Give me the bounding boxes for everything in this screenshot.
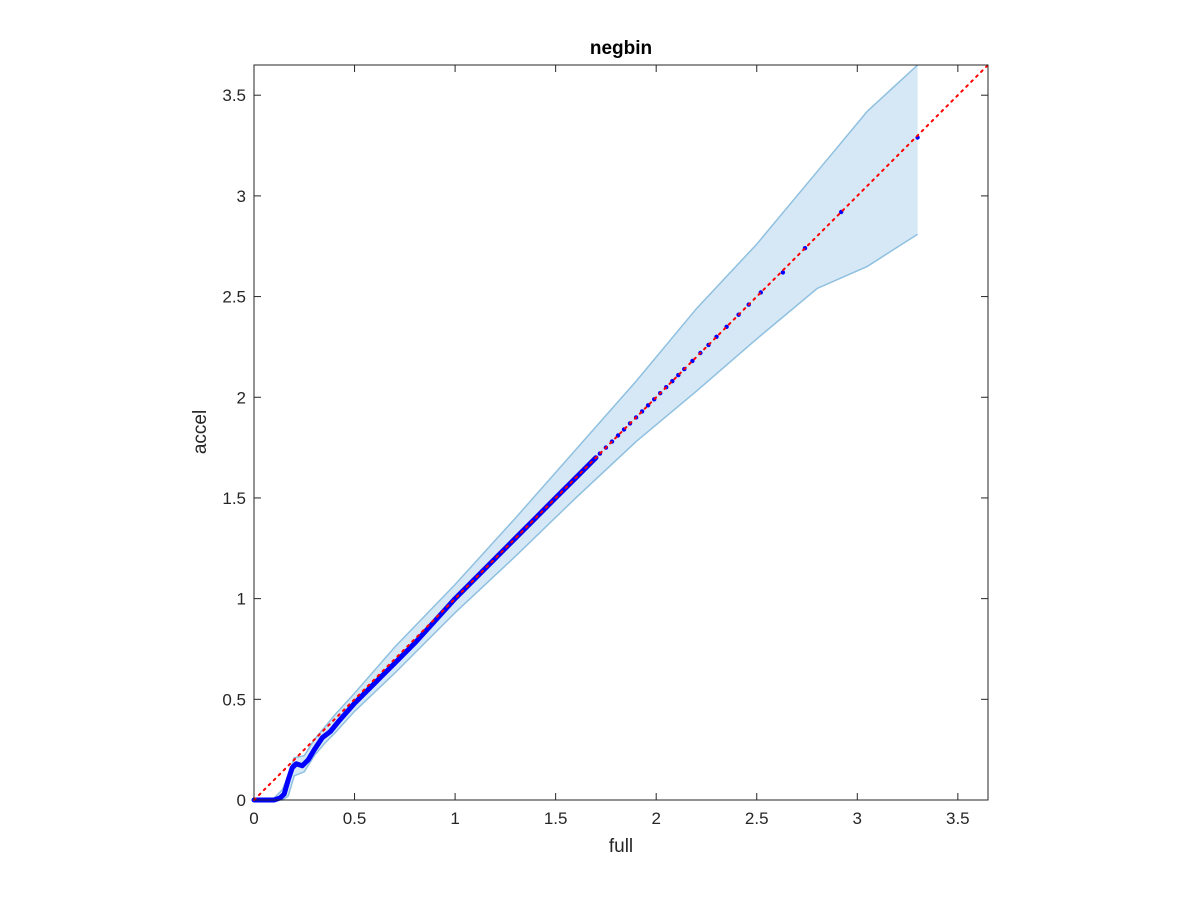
y-tick-label: 0 — [237, 791, 246, 810]
x-tick-label: 2.5 — [745, 809, 769, 828]
x-tick-label: 0.5 — [343, 809, 367, 828]
axes-box — [253, 64, 989, 801]
y-tick-label: 2.5 — [222, 288, 246, 307]
y-tick-label: 0.5 — [222, 690, 246, 709]
band-lower-bound — [254, 233, 919, 801]
y-tick-label: 1 — [237, 590, 246, 609]
x-tick-label: 0 — [249, 809, 258, 828]
x-tick-label: 1 — [450, 809, 459, 828]
y-axis-label: accel — [190, 410, 211, 454]
x-axis-label: full — [609, 836, 633, 857]
x-tick-label: 2 — [651, 809, 660, 828]
y-tick-label: 1.5 — [222, 489, 246, 508]
y-tick-label: 3.5 — [222, 86, 246, 105]
y-tick-label: 2 — [237, 388, 246, 407]
x-tick-label: 1.5 — [544, 809, 568, 828]
chart-title: negbin — [590, 38, 652, 59]
x-tick-label: 3 — [853, 809, 862, 828]
data-point — [780, 270, 786, 275]
reference-line — [253, 64, 989, 801]
confidence-band — [254, 65, 918, 800]
y-tick-label: 3 — [237, 187, 246, 206]
x-tick-label: 3.5 — [946, 809, 970, 828]
plot-area: 0 0.5 1 1.5 2 2.5 3 3.5 0 0.5 1 1.5 2 2.5 3 3.5 — [222, 64, 989, 828]
